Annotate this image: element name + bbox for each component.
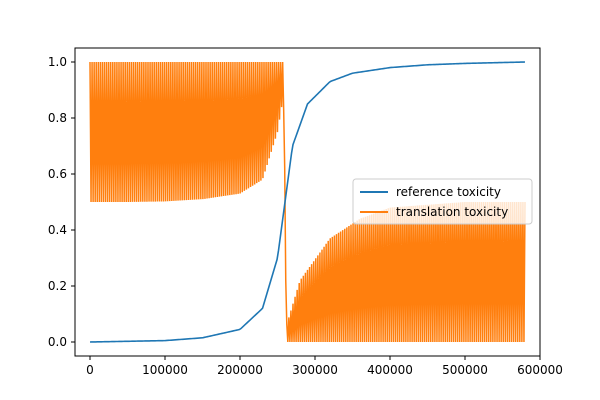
x-tick-label: 400000	[367, 363, 413, 377]
y-tick-label: 0.0	[48, 335, 67, 349]
y-axis: 0.0 0.2 0.4 0.6 0.8 1.0	[48, 55, 75, 349]
x-tick-label: 200000	[217, 363, 263, 377]
y-tick-label: 1.0	[48, 55, 67, 69]
y-tick-label: 0.6	[48, 167, 67, 181]
x-tick-label: 0	[86, 363, 94, 377]
legend-label: translation toxicity	[396, 205, 508, 219]
x-tick-label: 300000	[292, 363, 338, 377]
series-reference-toxicity-line	[89, 61, 526, 343]
legend-box	[352, 178, 533, 225]
legend: reference toxicity translation toxicity	[352, 178, 533, 225]
legend-label: reference toxicity	[396, 185, 501, 199]
x-tick-label: 100000	[142, 363, 188, 377]
x-axis: 0 100000 200000 300000 400000 500000 600000	[86, 356, 563, 377]
y-tick-label: 0.4	[48, 223, 67, 237]
x-tick-label: 600000	[517, 363, 563, 377]
y-tick-label: 0.2	[48, 279, 67, 293]
y-tick-label: 0.8	[48, 111, 67, 125]
x-tick-label: 500000	[442, 363, 488, 377]
axes-frame	[74, 47, 541, 357]
